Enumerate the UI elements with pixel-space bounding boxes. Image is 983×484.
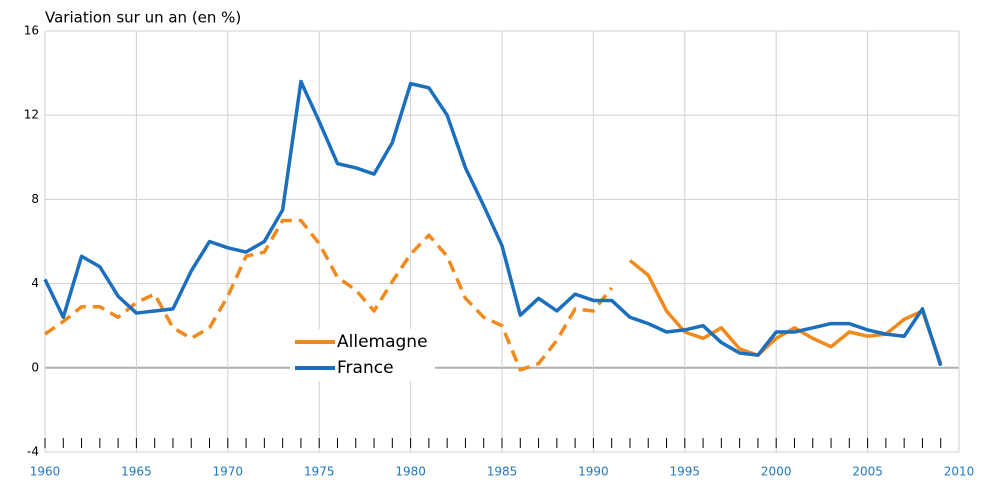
- x-tick-label: 2005: [852, 465, 883, 479]
- x-tick-label: 1975: [304, 465, 335, 479]
- series-line: [43, 79, 943, 367]
- x-tick-label: 1990: [578, 465, 609, 479]
- x-tick-label: 1985: [487, 465, 518, 479]
- x-tick-label: 1965: [121, 465, 152, 479]
- y-tick-label: 4: [31, 276, 39, 290]
- legend-box: [290, 329, 435, 381]
- legend-label: France: [337, 358, 394, 378]
- y-tick-label: 8: [31, 192, 39, 206]
- x-tick-label: 1995: [670, 465, 701, 479]
- x-tick-label: 2000: [761, 465, 792, 479]
- y-tick-label: 16: [24, 24, 39, 38]
- legend-label: Allemagne: [337, 332, 428, 352]
- y-tick-label: -4: [27, 445, 39, 459]
- series-line: [628, 259, 943, 365]
- y-tick-label: 12: [24, 108, 39, 122]
- y-tick-label: 0: [31, 360, 39, 374]
- x-tick-label: 1960: [30, 465, 61, 479]
- chart-title: Variation sur un an (en %): [45, 9, 241, 27]
- x-tick-label: 2010: [944, 465, 975, 479]
- x-tick-label: 1980: [395, 465, 426, 479]
- x-tick-label: 1970: [213, 465, 244, 479]
